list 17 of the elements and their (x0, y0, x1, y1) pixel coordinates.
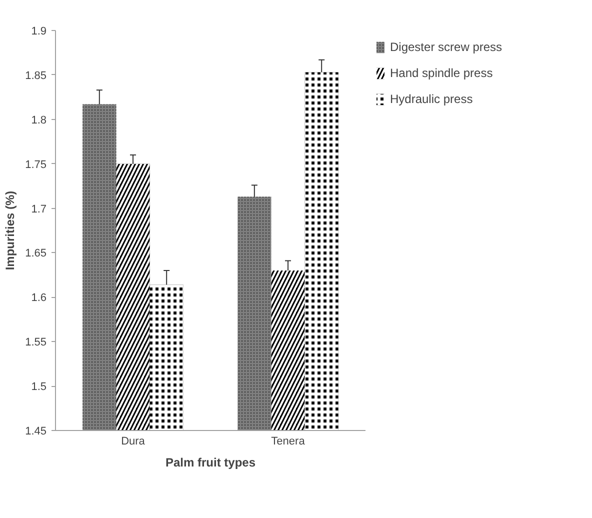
y-tick-label: 1.65 (25, 248, 47, 260)
y-axis-title: Impurities (%) (3, 190, 18, 270)
y-tick-label: 1.8 (31, 114, 47, 126)
y-tick-label: 1.6 (31, 292, 47, 304)
y-tick-label: 1.9 (31, 26, 47, 38)
x-axis-title: Palm fruit types (165, 456, 256, 470)
y-tick-label: 1.75 (25, 158, 47, 171)
y-tick-label: 1.55 (25, 336, 47, 349)
legend-label: Hydraulic press (390, 92, 473, 106)
legend-label: Digester screw press (390, 40, 502, 54)
y-tick-label: 1.85 (25, 70, 47, 82)
y-tick-label: 1.7 (31, 203, 47, 216)
x-tick-label: Dura (121, 436, 146, 448)
y-tick-label: 1.45 (25, 426, 47, 438)
legend-label: Hand spindle press (390, 66, 493, 80)
x-tick-label: Tenera (271, 436, 306, 448)
y-tick-label: 1.5 (31, 381, 47, 394)
